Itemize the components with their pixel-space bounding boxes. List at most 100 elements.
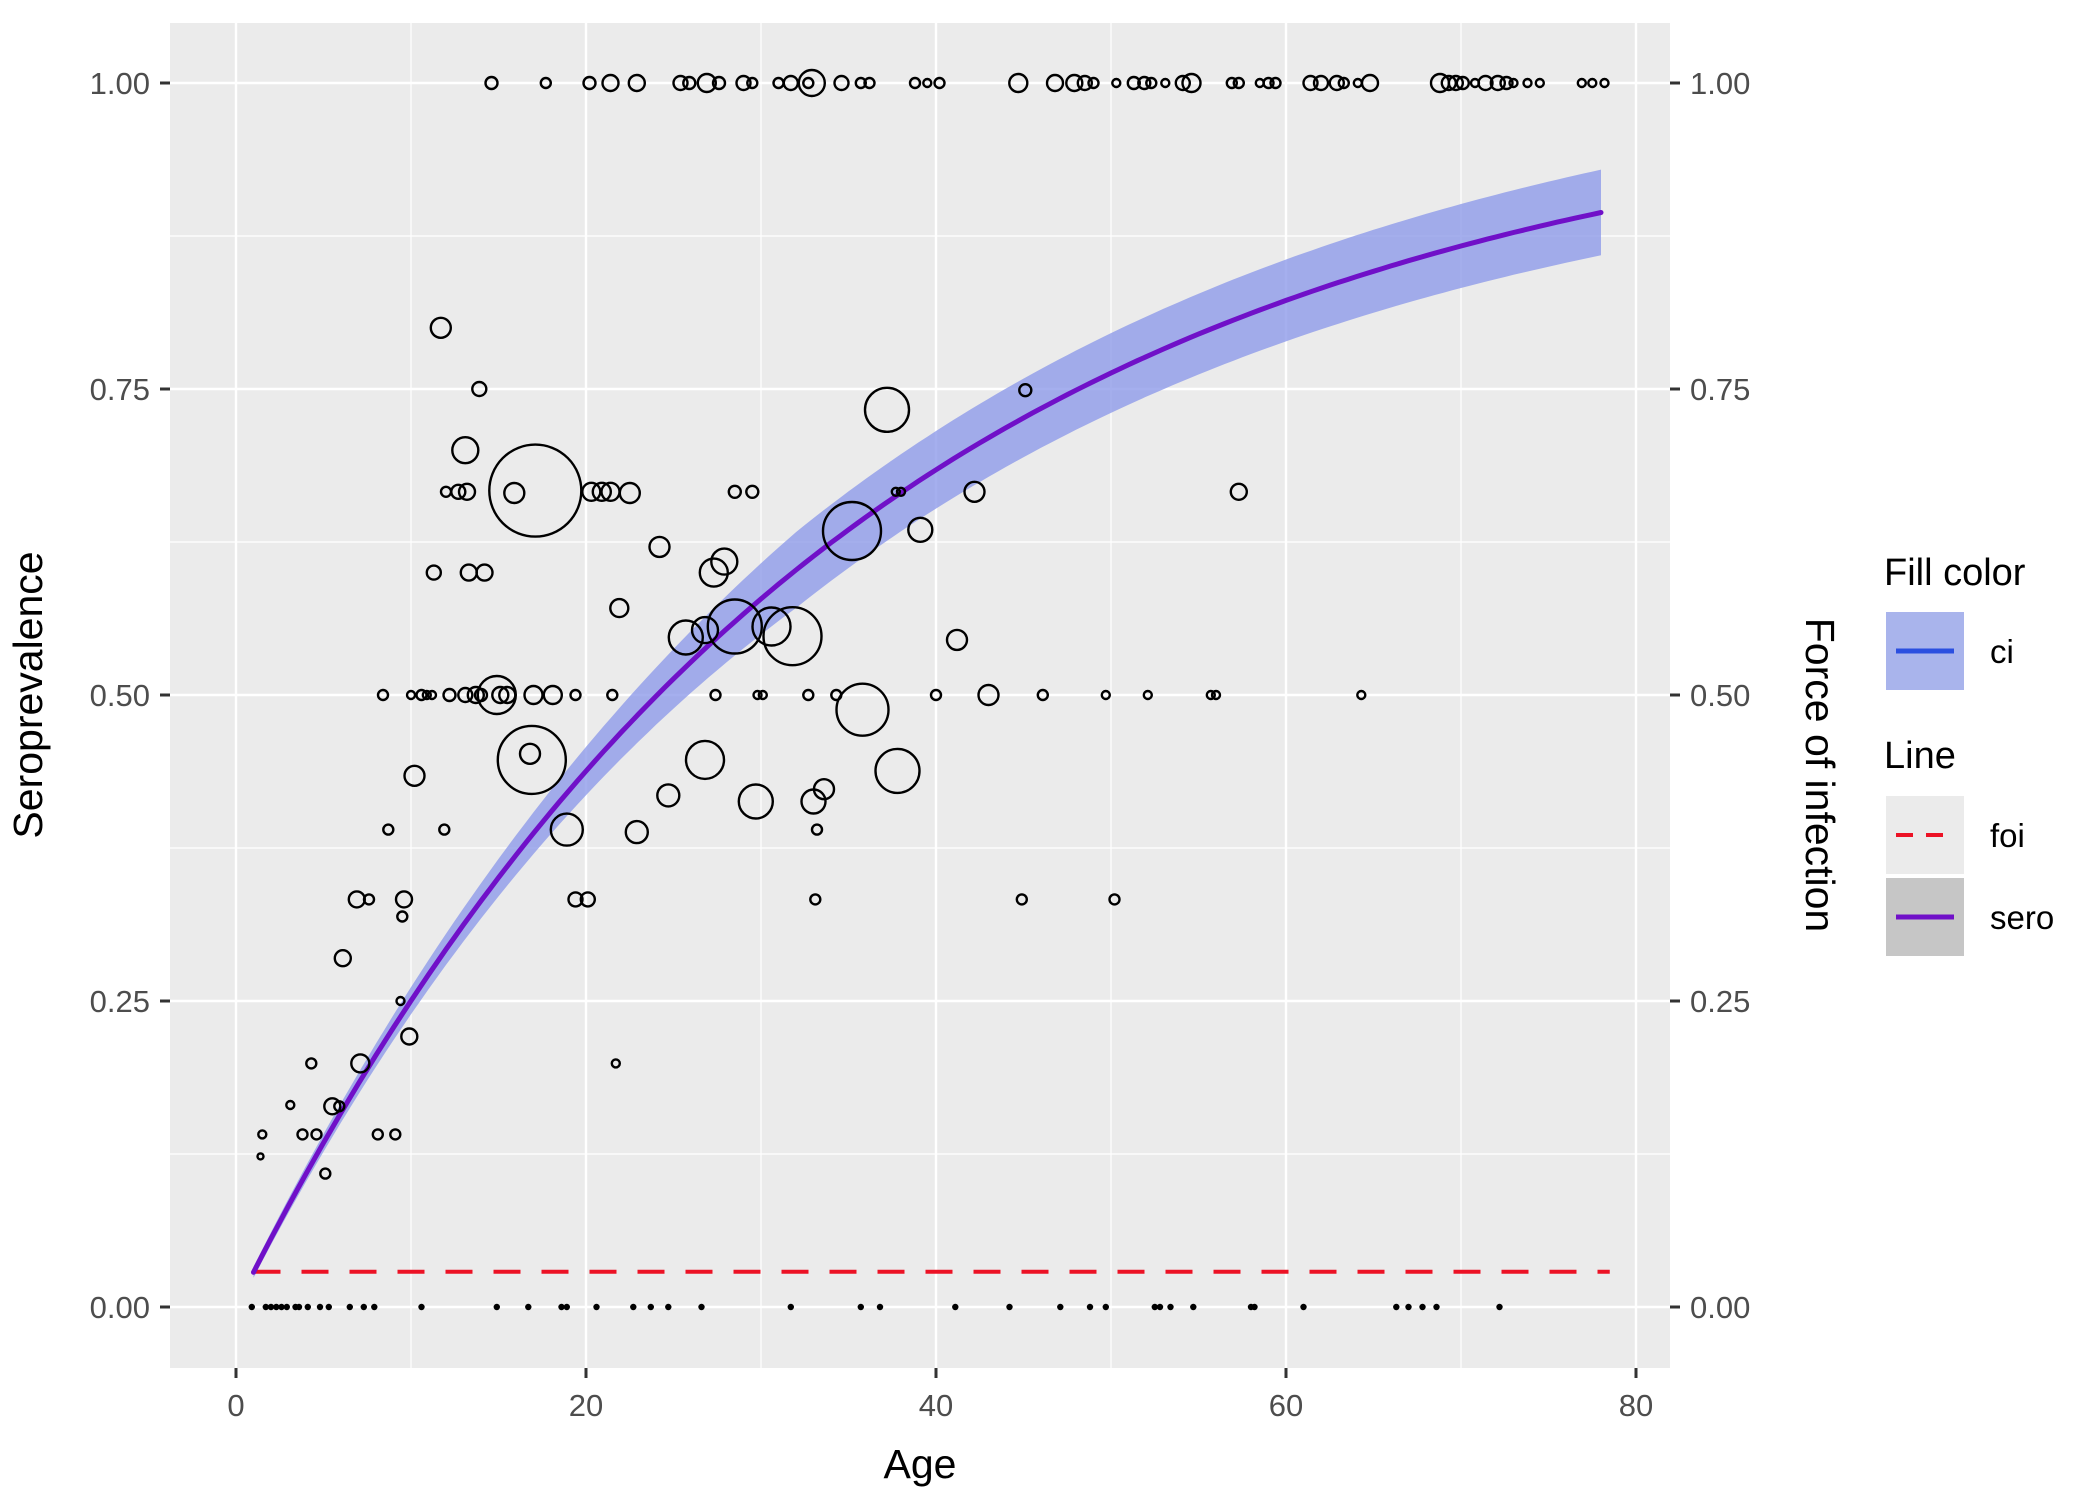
bubble-point bbox=[305, 1057, 318, 1070]
y-tick-label-right: 0.75 bbox=[1690, 372, 1750, 407]
bubble-point-one bbox=[672, 74, 689, 92]
bubble-point-one bbox=[601, 73, 620, 93]
dot-point-zero bbox=[1102, 1303, 1110, 1311]
bubble-point bbox=[706, 598, 763, 655]
x-tick-label: 20 bbox=[569, 1388, 603, 1423]
bubble-point bbox=[569, 688, 582, 702]
bubble-point bbox=[415, 688, 428, 702]
x-axis-title: Age bbox=[884, 1441, 957, 1487]
bubble-point-one bbox=[1534, 77, 1546, 89]
bubble-point-one bbox=[797, 68, 826, 98]
x-tick-label: 40 bbox=[919, 1388, 953, 1423]
dot-point-zero bbox=[698, 1303, 705, 1311]
dot-point-zero bbox=[563, 1303, 570, 1311]
y-tick-label-left: 0.75 bbox=[90, 372, 150, 407]
bubble-point-one bbox=[1302, 74, 1319, 92]
bubble-point bbox=[382, 823, 395, 836]
bubble-point bbox=[977, 683, 1000, 707]
bubble-point-one bbox=[1160, 77, 1171, 89]
y-tick-label-right: 1.00 bbox=[1690, 66, 1750, 101]
bubble-point bbox=[727, 484, 742, 499]
dot-point-zero bbox=[346, 1303, 353, 1311]
bubble-point bbox=[457, 482, 477, 501]
bubble-point bbox=[963, 480, 986, 503]
bubble-point bbox=[618, 481, 641, 505]
bubble-point-one bbox=[854, 76, 867, 90]
bubble-point bbox=[296, 1128, 309, 1141]
bubble-point bbox=[350, 1053, 371, 1074]
bubble-point bbox=[473, 687, 489, 703]
dot-point-zero bbox=[1156, 1303, 1164, 1311]
bubble-point-one bbox=[833, 74, 850, 92]
bubble-point bbox=[821, 500, 883, 562]
bubble-point-one bbox=[1087, 76, 1100, 90]
dot-point-zero bbox=[316, 1303, 324, 1311]
bubble-point-one bbox=[802, 76, 815, 90]
bubble-point bbox=[800, 788, 827, 815]
bubble-point-one bbox=[1126, 75, 1142, 91]
bubble-point bbox=[690, 615, 720, 645]
y-tick-label-left: 1.00 bbox=[90, 66, 150, 101]
bubble-point bbox=[698, 557, 729, 588]
bubble-point bbox=[426, 689, 438, 701]
bubble-point-one bbox=[1477, 74, 1494, 92]
dot-point-zero bbox=[665, 1303, 672, 1311]
bubble-point bbox=[438, 823, 451, 836]
dot-point-zero bbox=[630, 1303, 637, 1311]
bubble-point bbox=[542, 684, 563, 706]
bubble-point bbox=[333, 949, 352, 968]
bubble-point bbox=[403, 764, 426, 787]
gridlines-major bbox=[170, 23, 1670, 1368]
dot-point-zero bbox=[558, 1303, 565, 1311]
bubble-point bbox=[457, 686, 474, 704]
bubble-point-one bbox=[696, 72, 717, 94]
bubble-point-one bbox=[1360, 73, 1380, 93]
y-tick-label-right: 0.00 bbox=[1690, 1290, 1750, 1325]
legend: Fill color ci Line foi sero bbox=[1884, 552, 2054, 956]
dot-point-zero bbox=[787, 1303, 794, 1311]
bubble-point-one bbox=[908, 76, 922, 90]
legend-key-ci: ci bbox=[1886, 612, 2014, 690]
bubble-point bbox=[405, 689, 417, 701]
bubble-point bbox=[810, 823, 824, 836]
bubble-point-one bbox=[1522, 77, 1533, 89]
dot-point-zero bbox=[1086, 1303, 1094, 1311]
bubble-point-one bbox=[863, 76, 876, 90]
bubble-point bbox=[421, 689, 432, 701]
bubble-point bbox=[400, 1027, 419, 1046]
bubble-point bbox=[429, 316, 452, 339]
bubble-point bbox=[498, 685, 517, 705]
bubble-point-one bbox=[627, 73, 646, 93]
dot-point-zero bbox=[1405, 1303, 1412, 1311]
bubble-point bbox=[929, 688, 943, 702]
dot-point-zero bbox=[360, 1303, 367, 1311]
data-bubbles bbox=[248, 68, 1610, 1311]
bubble-point bbox=[523, 684, 544, 706]
bubble-point-one bbox=[484, 75, 499, 91]
bubble-point bbox=[310, 1128, 323, 1141]
seroprevalence-curve bbox=[251, 210, 1604, 1275]
bubble-point bbox=[1100, 689, 1112, 701]
x-tick-label: 80 bbox=[1619, 1388, 1653, 1423]
bubble-point bbox=[591, 481, 612, 502]
x-tick-label: 0 bbox=[227, 1388, 244, 1423]
bubble-point-one bbox=[1587, 77, 1598, 89]
bubble-point bbox=[752, 689, 763, 701]
bubble-point-one bbox=[1599, 77, 1610, 89]
bubble-point bbox=[874, 747, 921, 795]
bubble-point bbox=[606, 688, 619, 702]
dot-point-zero bbox=[278, 1303, 285, 1311]
bubble-point bbox=[450, 483, 467, 500]
dot-point-zero bbox=[1006, 1303, 1013, 1311]
dot-point-zero bbox=[1151, 1303, 1159, 1311]
dot-point-zero bbox=[1433, 1303, 1440, 1311]
bubble-point bbox=[549, 812, 584, 847]
bubble-point bbox=[256, 1152, 265, 1161]
bubble-point-one bbox=[711, 75, 727, 91]
axis-tick-labels: 0 20 40 60 80 0.00 0.00 0.25 0.25 0.50 0.50 0.75 0.7… bbox=[90, 66, 1751, 1423]
bubble-point bbox=[809, 893, 822, 906]
dot-point-zero bbox=[952, 1303, 959, 1311]
bubble-point-one bbox=[1181, 72, 1202, 94]
bubble-point bbox=[863, 386, 911, 433]
